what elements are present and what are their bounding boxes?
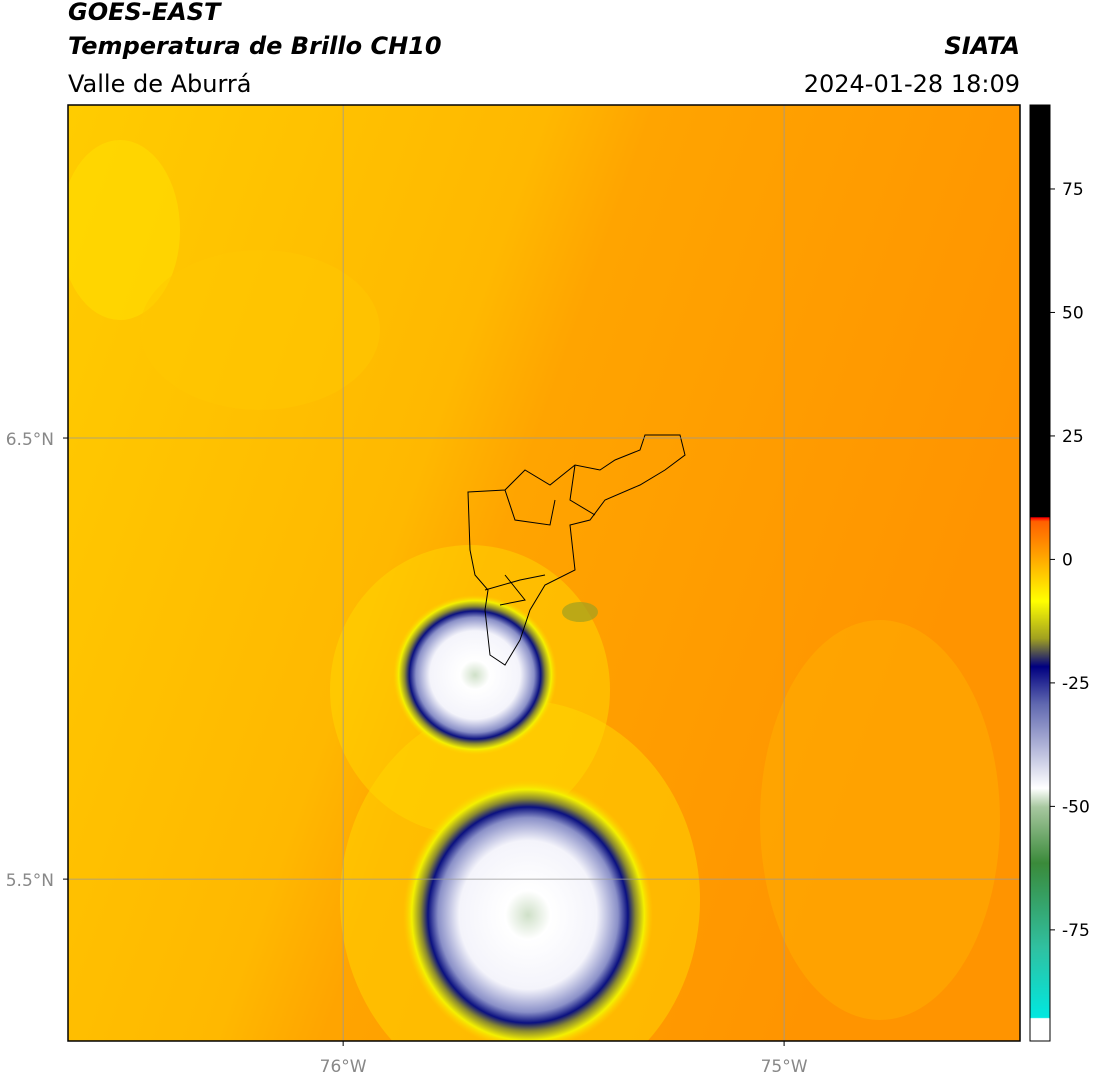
- source: SIATA: [944, 32, 1020, 60]
- y-tick-label: 5.5°N: [6, 871, 54, 891]
- colorbar-tick-label: 50: [1062, 303, 1084, 323]
- warm-patch: [760, 620, 1000, 1020]
- colorbar: [1029, 104, 1051, 1042]
- axes: 76°W 75°W 5.5°N 6.5°N: [6, 105, 1020, 1077]
- colorbar-tick-label: 75: [1062, 180, 1084, 200]
- warm-patch: [140, 250, 380, 410]
- colorbar-tick-label: -25: [1062, 674, 1090, 694]
- y-tick-label: 6.5°N: [6, 430, 54, 450]
- x-tick-label: 75°W: [761, 1057, 808, 1077]
- warm-patch: [68, 140, 180, 320]
- x-tick-label: 76°W: [320, 1057, 367, 1077]
- cloud: [393, 595, 557, 755]
- datetime: 2024-01-28 18:09: [804, 70, 1020, 98]
- colorbar-tick-label: 0: [1062, 550, 1073, 570]
- satellite: GOES-EAST: [68, 0, 222, 26]
- colorbar-tick-label: -50: [1062, 797, 1090, 817]
- colorbar-tick-label: -75: [1062, 921, 1090, 941]
- cloud-small: [562, 602, 598, 622]
- product: Temperatura de Brillo CH10: [68, 32, 442, 60]
- region: Valle de Aburrá: [68, 70, 252, 98]
- boundary: [467, 434, 686, 666]
- cloud: [403, 780, 653, 1041]
- map-frame: [67, 104, 1021, 1042]
- colorbar-tick-label: 25: [1062, 427, 1084, 447]
- map-field: [68, 105, 1020, 1041]
